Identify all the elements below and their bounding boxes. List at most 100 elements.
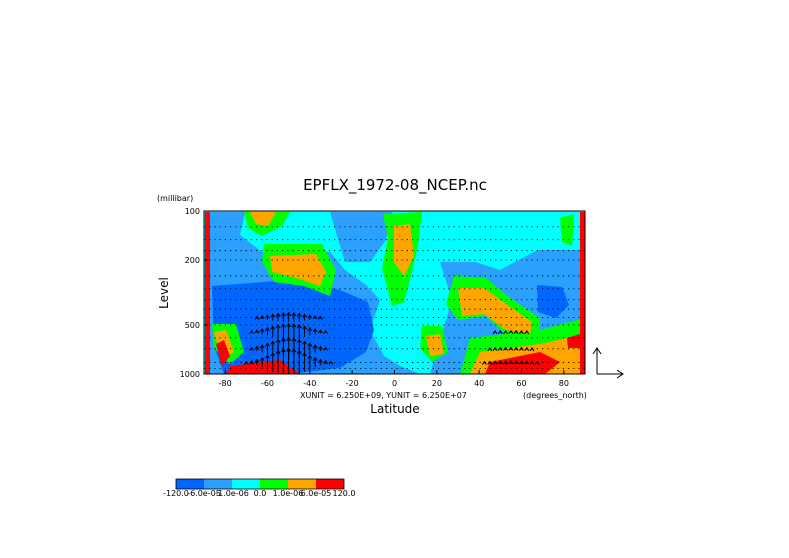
flux-arrow-11 <box>259 314 265 320</box>
band-red-np-low <box>567 334 580 348</box>
band-orange-ne2 <box>426 334 444 356</box>
flux-arrow-75 <box>513 359 519 365</box>
band-red-northpole <box>580 212 585 374</box>
x-axis-label: Latitude <box>370 402 419 416</box>
flux-arrow-15 <box>265 314 270 320</box>
colorbar-frame <box>175 478 345 490</box>
band-red-southpole <box>205 212 210 374</box>
y-tick-label-2: 500 <box>185 321 200 330</box>
flux-arrow-43 <box>302 313 307 321</box>
flux-arrow-74 <box>508 329 514 335</box>
band-orange-mid <box>270 254 326 286</box>
x-tick-label-5: 20 <box>432 379 442 388</box>
flux-arrow-37 <box>296 338 302 358</box>
flux-arrow-59 <box>328 360 334 365</box>
flux-arrow-4 <box>254 358 260 366</box>
y-tick-label-0: 100 <box>185 207 200 216</box>
flux-arrow-84 <box>529 360 535 365</box>
colorbar-label-1: -6.0e-05 <box>187 489 221 498</box>
flux-arrow-21 <box>275 338 281 358</box>
flux-arrow-39 <box>296 312 302 322</box>
colorbar-swatch-0 <box>176 479 204 489</box>
flux-arrow-86 <box>534 360 540 365</box>
x-axis-ticks: -80 -60 -40 -20 0 20 40 60 80 <box>219 370 569 388</box>
colorbar-swatch-1 <box>204 479 232 489</box>
flux-arrow-19 <box>270 313 276 321</box>
flux-arrow-2 <box>249 346 255 351</box>
flux-arrow-14 <box>265 326 270 336</box>
flux-arrow-17 <box>270 340 276 357</box>
colorbar-label-6: 120.0 <box>333 489 356 498</box>
flux-arrow-65 <box>492 330 498 335</box>
flux-arrow-18 <box>270 325 276 337</box>
flux-arrow-44 <box>307 354 313 370</box>
x-tick-label-7: 60 <box>516 379 526 388</box>
flux-arrow-69 <box>503 359 509 365</box>
flux-arrow-55 <box>318 315 323 320</box>
flux-arrow-66 <box>497 360 503 365</box>
chart-title: EPFLX_1972-08_NCEP.nc <box>303 176 487 195</box>
x-units-label: (degrees_north) <box>523 391 587 400</box>
x-tick-label-2: -40 <box>303 379 316 388</box>
flux-arrow-34 <box>291 323 297 340</box>
band-blue-top <box>330 212 392 262</box>
band-darkblue-north <box>537 285 569 318</box>
x-tick-label-1: -60 <box>261 379 274 388</box>
y-axis-label: Level <box>157 277 171 309</box>
flux-arrow-10 <box>259 328 265 335</box>
flux-arrow-53 <box>318 345 323 352</box>
flux-arrow-81 <box>524 360 530 365</box>
flux-arrow-73 <box>508 346 514 351</box>
flux-arrow-52 <box>318 358 323 366</box>
flux-arrow-57 <box>323 346 329 351</box>
band-darkblue-south <box>212 280 374 374</box>
flux-arrow-9 <box>259 344 265 353</box>
band-orange-sp <box>250 212 276 226</box>
heatmap-field <box>204 211 585 374</box>
y-axis-ticks: 100 200 500 1000 <box>180 207 208 379</box>
flux-arrow-35 <box>291 312 297 323</box>
flux-arrow-45 <box>307 342 313 355</box>
flux-arrow-50 <box>312 328 318 335</box>
flux-arrow-23 <box>275 312 281 322</box>
colorbar-swatch-4 <box>288 479 316 489</box>
flux-arrow-60 <box>482 360 487 365</box>
band-red-sfc-south <box>226 360 300 374</box>
flux-arrow-64 <box>492 346 498 352</box>
flux-arrow-76 <box>513 346 519 351</box>
flux-arrow-58 <box>323 329 329 335</box>
flux-arrow-70 <box>503 346 509 351</box>
flux-arrow-77 <box>513 329 519 335</box>
flux-arrow-38 <box>296 324 302 339</box>
flux-arrow-46 <box>307 326 313 336</box>
flux-arrow-83 <box>524 330 530 335</box>
colorbar-label-0: -120.0 <box>163 489 189 498</box>
flux-arrow-3 <box>249 329 255 335</box>
flux-arrow-85 <box>529 347 535 352</box>
flux-arrow-63 <box>492 360 498 365</box>
flux-arrow-62 <box>487 347 493 352</box>
flux-arrow-41 <box>302 340 307 357</box>
x-tick-label-4: 0 <box>392 379 397 388</box>
flux-arrow-61 <box>487 360 493 365</box>
flux-arrow-22 <box>275 324 281 339</box>
flux-arrow-26 <box>280 323 286 340</box>
flux-arrow-0 <box>243 360 249 365</box>
flux-arrow-51 <box>312 314 318 320</box>
flux-arrow-42 <box>302 325 307 337</box>
flux-arrow-12 <box>265 354 270 370</box>
band-red-sw <box>216 340 230 366</box>
flux-arrow-71 <box>503 329 509 335</box>
ep-flux-vectors <box>243 311 540 374</box>
flux-arrow-79 <box>519 346 524 351</box>
flux-arrow-31 <box>286 311 292 323</box>
flux-arrow-27 <box>280 312 286 323</box>
x-tick-label-3: -20 <box>346 379 359 388</box>
flux-arrow-67 <box>497 346 503 351</box>
flux-arrow-78 <box>519 360 524 365</box>
x-tick-label-6: 40 <box>474 379 484 388</box>
flux-arrow-54 <box>318 329 323 334</box>
colorbar-label-4: 1.0e-06 <box>273 489 304 498</box>
flux-arrow-82 <box>524 346 530 352</box>
